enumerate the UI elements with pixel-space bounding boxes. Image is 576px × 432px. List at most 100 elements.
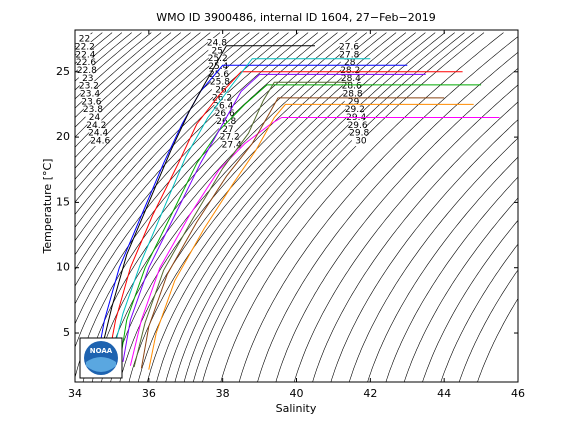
contour-label: 30 — [355, 137, 367, 147]
contour-label-bg — [215, 108, 234, 119]
profile-line — [96, 64, 408, 360]
profile-line — [111, 58, 371, 357]
contour-label: 22.4 — [75, 50, 95, 60]
profile-line — [148, 103, 474, 370]
density-contour — [477, 298, 518, 382]
contour-label-bg — [75, 34, 94, 45]
density-contour — [75, 32, 230, 180]
contour-label: 24.2 — [86, 121, 106, 131]
profile-line — [129, 117, 500, 366]
density-contour — [75, 32, 299, 271]
contour-label: 24 — [89, 113, 101, 123]
contour-label-bg — [222, 139, 241, 150]
contour-label: 23.2 — [79, 82, 99, 92]
density-contour — [183, 32, 465, 382]
contour-label-bg — [82, 96, 101, 107]
density-contour — [330, 119, 518, 382]
profile-line — [107, 71, 463, 360]
density-contour — [440, 243, 518, 382]
contour-label: 26.8 — [216, 117, 236, 127]
chart-title: WMO ID 3900486, internal ID 1604, 27−Feb… — [156, 11, 436, 24]
contour-label: 22.6 — [76, 58, 96, 68]
contour-label-bg — [209, 61, 228, 72]
contour-label: 23.6 — [81, 97, 101, 107]
contour-label-bg — [77, 57, 96, 68]
profile-line — [100, 45, 315, 353]
density-contour — [75, 32, 211, 159]
contour-label: 22.8 — [77, 66, 97, 76]
density-contour — [193, 32, 475, 382]
contour-label: 25.4 — [208, 62, 228, 72]
contour-label-bg — [214, 100, 233, 111]
contour-label: 28.8 — [343, 90, 363, 100]
density-contour — [75, 32, 221, 169]
contour-label-bg — [341, 65, 360, 76]
contour-label-bg — [340, 57, 359, 68]
contour-label: 29.4 — [346, 113, 366, 123]
profile-line — [140, 97, 445, 369]
density-contour — [275, 67, 518, 382]
contour-label: 24.4 — [88, 129, 108, 139]
density-contour — [75, 32, 240, 191]
contour-label: 27.4 — [222, 140, 242, 150]
density-contour — [422, 219, 518, 382]
x-tick-label: 36 — [142, 387, 156, 400]
contour-label-bg — [89, 128, 108, 139]
contour-label: 23 — [82, 74, 93, 84]
density-contour — [385, 176, 518, 382]
contour-label-bg — [220, 132, 239, 143]
contour-label-bg — [207, 38, 226, 49]
density-contour — [75, 32, 309, 287]
contour-label: 25 — [212, 46, 223, 56]
contour-label-bg — [83, 104, 102, 115]
x-axis-label: Salinity — [276, 402, 317, 415]
contour-label-bg — [208, 53, 227, 64]
y-tick-label: 20 — [56, 130, 70, 143]
contour-label-bg — [85, 112, 104, 123]
profile-line — [118, 84, 482, 366]
contour-label-bg — [217, 116, 236, 127]
logo: NOAA — [79, 337, 123, 379]
x-tick-label: 38 — [216, 387, 230, 400]
density-contour — [156, 32, 436, 382]
contour-label: 25.6 — [209, 70, 229, 80]
contour-label-bg — [210, 69, 229, 80]
contour-label-bg — [342, 81, 361, 92]
x-tick-label: 40 — [290, 387, 304, 400]
contour-label-bg — [343, 89, 362, 99]
density-contour — [75, 32, 191, 138]
density-contour — [75, 32, 201, 148]
contour-label: 27.6 — [339, 42, 359, 52]
contour-label-bg — [351, 136, 370, 147]
contour-label-bg — [91, 136, 110, 147]
density-contour — [367, 156, 518, 382]
y-axis-label: Temperature [°C] — [41, 159, 54, 255]
contour-label: 24.8 — [207, 39, 227, 49]
contour-label: 23.4 — [80, 90, 100, 100]
contour-label: 29.8 — [349, 129, 369, 139]
density-contour — [202, 32, 485, 382]
contour-label-bg — [76, 49, 95, 60]
contour-label: 28.4 — [341, 74, 361, 84]
density-contour — [110, 32, 387, 382]
contour-label: 27.8 — [339, 50, 359, 60]
contour-label: 28 — [344, 58, 356, 68]
density-contour — [75, 32, 181, 128]
x-tick-label: 44 — [437, 387, 451, 400]
x-tick-label: 34 — [68, 387, 82, 400]
contour-label: 29.2 — [345, 105, 365, 115]
contour-label: 26.6 — [215, 109, 235, 119]
density-contour — [75, 32, 319, 305]
contour-label: 25.2 — [208, 54, 228, 64]
density-contour — [238, 36, 518, 382]
contour-label: 25.8 — [210, 78, 230, 88]
density-contour — [75, 32, 279, 242]
density-contour — [220, 32, 504, 382]
density-contour — [82, 32, 358, 382]
contour-label: 26 — [215, 86, 227, 96]
density-contour — [257, 51, 518, 382]
density-contour — [101, 32, 377, 382]
contour-label-bg — [87, 120, 106, 131]
y-tick-label: 15 — [56, 195, 70, 208]
